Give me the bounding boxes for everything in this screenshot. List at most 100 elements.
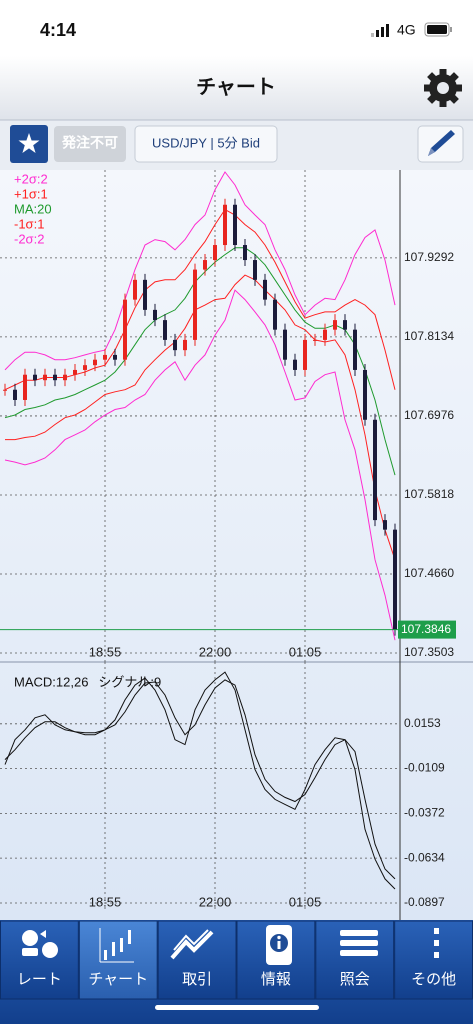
candle-body <box>43 374 47 381</box>
candle-body <box>93 359 97 366</box>
candle-body <box>3 389 7 391</box>
y-tick-label: 107.9292 <box>404 250 454 264</box>
candle-body <box>83 365 87 370</box>
candle-body <box>253 260 257 280</box>
candle-body <box>13 389 17 400</box>
candle-body <box>313 339 317 341</box>
tab-label: 照会 <box>340 971 370 988</box>
candle-body <box>203 260 207 270</box>
candle-body <box>303 339 307 370</box>
candle-body <box>283 329 287 360</box>
chart-icon <box>99 928 134 963</box>
favorite-button[interactable] <box>10 125 48 163</box>
legend-entry: +1σ:1 <box>14 186 48 201</box>
x-tick-label: 18:55 <box>89 894 122 909</box>
candle-body <box>73 369 77 375</box>
candle-body <box>23 374 27 400</box>
candle-body <box>273 299 277 330</box>
x-tick-label: 18:55 <box>89 644 122 659</box>
candle-body <box>113 354 117 360</box>
candle-body <box>333 320 337 330</box>
series-line <box>4 247 396 476</box>
y-tick-label: 107.6976 <box>404 408 454 422</box>
candle-body <box>53 374 57 381</box>
candle-body <box>163 320 167 340</box>
y-tick-label: 0.0153 <box>404 716 441 730</box>
x-tick-label: 22:00 <box>199 644 232 659</box>
inquiry-icon <box>340 930 378 956</box>
tab-label: レート <box>17 971 62 988</box>
order-status-button[interactable] <box>54 126 126 162</box>
chart-layer: 107.3503 107.4660 107.5818 107.6976 107.8134… <box>0 170 456 912</box>
tab-active[interactable] <box>78 920 158 1000</box>
symbol-label: USD/JPY | 5分 Bid <box>152 135 260 150</box>
series-line <box>4 289 396 641</box>
tab-label: チャート <box>88 971 148 988</box>
series-line <box>4 671 396 890</box>
candle-body <box>153 309 157 321</box>
network-label: 4G <box>397 22 416 38</box>
y-tick-label: 107.3503 <box>404 645 454 659</box>
tab-label: その他 <box>411 971 456 988</box>
candle-body <box>293 359 297 370</box>
candle-body <box>393 529 397 630</box>
legend-entry: +2σ:2 <box>14 171 48 186</box>
candle-body <box>363 369 367 420</box>
legend-entry: シグナル:9 <box>98 674 161 689</box>
info-icon <box>266 925 292 965</box>
candle-body <box>323 329 327 340</box>
legend-entry: -2σ:2 <box>14 231 44 246</box>
nav-bar <box>0 56 473 120</box>
y-tick-label: -0.0634 <box>404 850 445 864</box>
y-tick-label: 107.8134 <box>404 329 454 343</box>
series-line <box>5 274 396 560</box>
legend-entry: MA:20 <box>14 201 52 216</box>
candle-body <box>173 339 177 351</box>
candle-body <box>103 354 107 360</box>
trade-icon <box>170 929 214 960</box>
last-price-box <box>398 620 456 639</box>
tab-icons <box>22 925 439 965</box>
candle-body <box>133 279 137 300</box>
symbol-button[interactable] <box>134 125 278 163</box>
legend-entry: MACD:12,26 <box>14 674 88 689</box>
candle-body <box>213 245 217 261</box>
status-bar <box>0 0 473 56</box>
rate-icon <box>22 930 58 958</box>
candle-body <box>193 269 197 340</box>
y-tick-label: -0.0897 <box>404 895 445 909</box>
x-tick-label: 01:05 <box>289 644 322 659</box>
tabs: レート チャート 取引 情報 照会 その他 <box>0 920 473 1000</box>
draw-button[interactable] <box>417 125 464 163</box>
y-tick-label: 107.4660 <box>404 566 454 580</box>
last-price-label: 107.3846 <box>401 622 451 636</box>
candle-body <box>123 299 127 360</box>
candle-body <box>353 329 357 370</box>
candle-body <box>243 245 247 261</box>
candle-body <box>233 204 237 246</box>
series-line <box>4 679 396 880</box>
settings-button[interactable] <box>424 69 462 107</box>
screen-title: チャート <box>196 76 276 98</box>
candle-body <box>63 374 67 381</box>
candle-body <box>343 320 347 330</box>
legend-entry: -1σ:1 <box>14 216 44 231</box>
y-tick-label: 107.5818 <box>404 487 454 501</box>
status-time: 4:14 <box>40 20 76 40</box>
candle-body <box>383 520 387 530</box>
tab[interactable] <box>157 920 237 1000</box>
candle-body <box>143 279 147 310</box>
candle-body <box>373 419 377 521</box>
candle-body <box>263 279 267 300</box>
battery-icon <box>424 22 452 37</box>
x-tick-label: 22:00 <box>199 894 232 909</box>
tab-label: 情報 <box>261 971 291 988</box>
tab[interactable] <box>0 920 79 1000</box>
order-status-label: 発注不可 <box>61 135 118 151</box>
signal-icon <box>371 24 389 37</box>
more-icon <box>434 928 439 958</box>
series-line <box>4 171 396 371</box>
